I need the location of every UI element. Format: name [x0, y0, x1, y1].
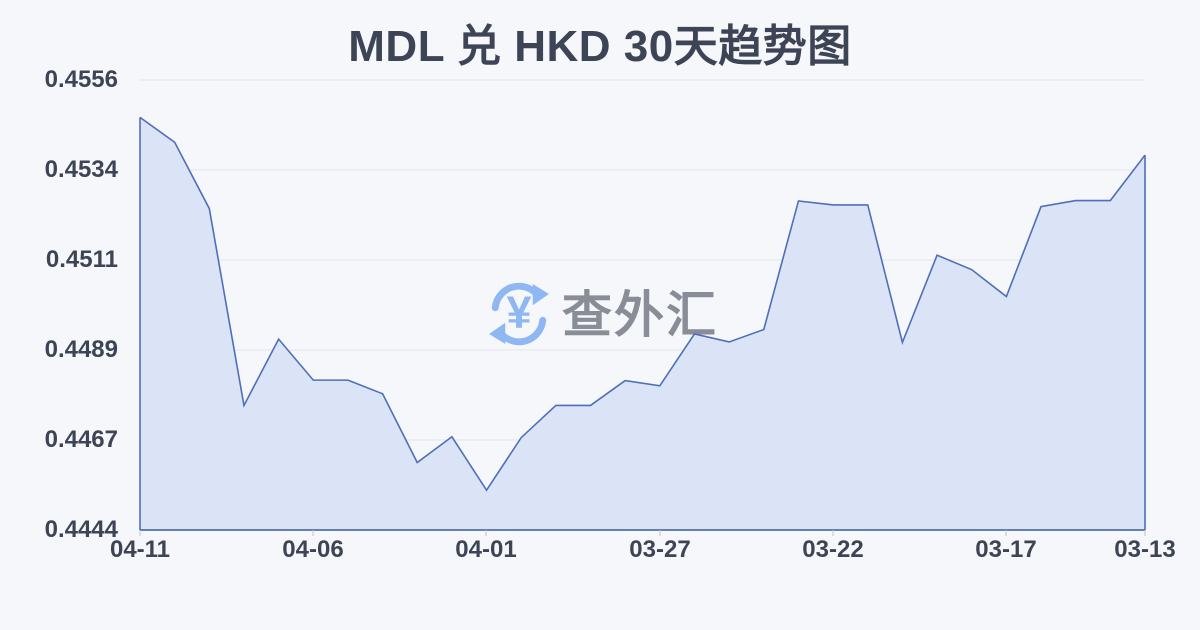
svg-text:0.4511: 0.4511: [46, 246, 118, 273]
svg-text:0.4489: 0.4489: [45, 336, 118, 363]
svg-text:04-06: 04-06: [282, 536, 343, 563]
svg-text:¥: ¥: [506, 287, 531, 338]
svg-text:0.4444: 0.4444: [45, 516, 119, 543]
svg-text:0.4534: 0.4534: [45, 156, 119, 183]
svg-text:03-17: 03-17: [975, 536, 1036, 563]
svg-text:04-01: 04-01: [455, 536, 516, 563]
svg-text:03-13: 03-13: [1114, 536, 1175, 563]
svg-text:03-27: 03-27: [629, 536, 690, 563]
svg-text:04-11: 04-11: [110, 536, 170, 563]
svg-text:03-22: 03-22: [802, 536, 863, 563]
svg-text:0.4467: 0.4467: [45, 426, 118, 453]
